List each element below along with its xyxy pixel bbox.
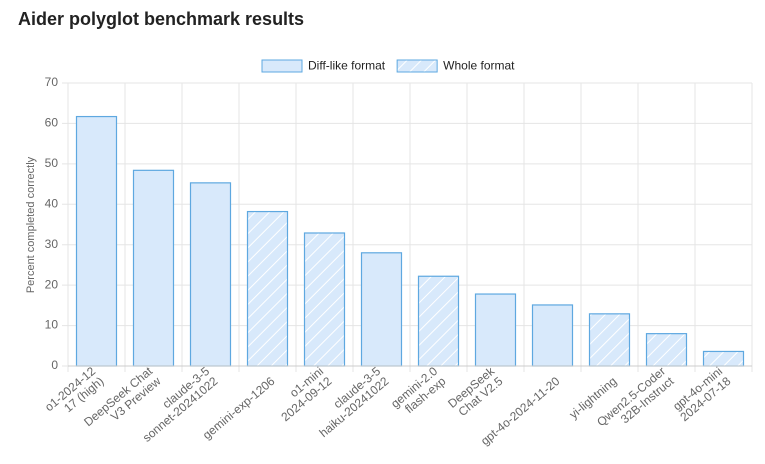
legend-label: Diff-like format [308,59,386,73]
y-axis-label: Percent completed correctly [25,156,37,293]
bar [132,169,175,367]
y-tick-label: 40 [45,196,59,210]
bar [75,115,118,367]
bar [303,232,346,367]
bar [246,210,289,367]
y-tick-label: 60 [45,116,59,130]
legend-swatch [261,59,303,73]
bar [645,333,688,367]
y-tick-label: 70 [45,75,59,89]
legend-swatch [396,59,438,73]
bar [360,252,403,367]
bar [417,275,460,367]
bar [189,182,232,367]
chart-title: Aider polyglot benchmark results [18,9,304,29]
bar [588,313,631,367]
y-tick-label: 20 [45,277,59,291]
y-tick-label: 30 [45,237,59,251]
bar [531,304,574,367]
legend-label: Whole format [443,59,515,73]
bar [702,350,745,367]
bar [474,293,517,367]
y-tick-label: 10 [45,318,59,332]
y-tick-label: 0 [51,358,58,372]
y-tick-label: 50 [45,156,59,170]
